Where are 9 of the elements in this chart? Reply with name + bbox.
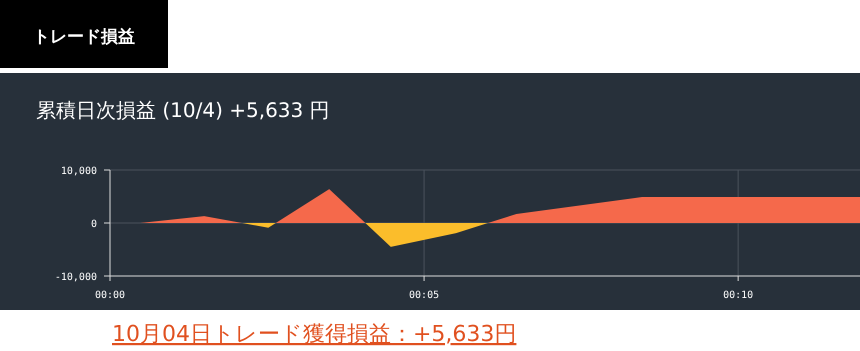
x-tick-label: 00:00 [94,290,126,301]
y-tick-label: -10,000 [54,272,97,283]
y-tick-label: 0 [90,219,97,230]
x-tick-label: 00:10 [723,290,754,301]
chart-title: トレード損益 [33,27,135,47]
chart-subtitle: 累積日次損益 (10/4) +5,633 円 [36,98,330,122]
y-tick-label: 10,000 [60,166,97,177]
text: 10月04日トレード獲得損益：+5,633円 [112,322,516,347]
x-tick-label: 00:05 [409,290,440,301]
